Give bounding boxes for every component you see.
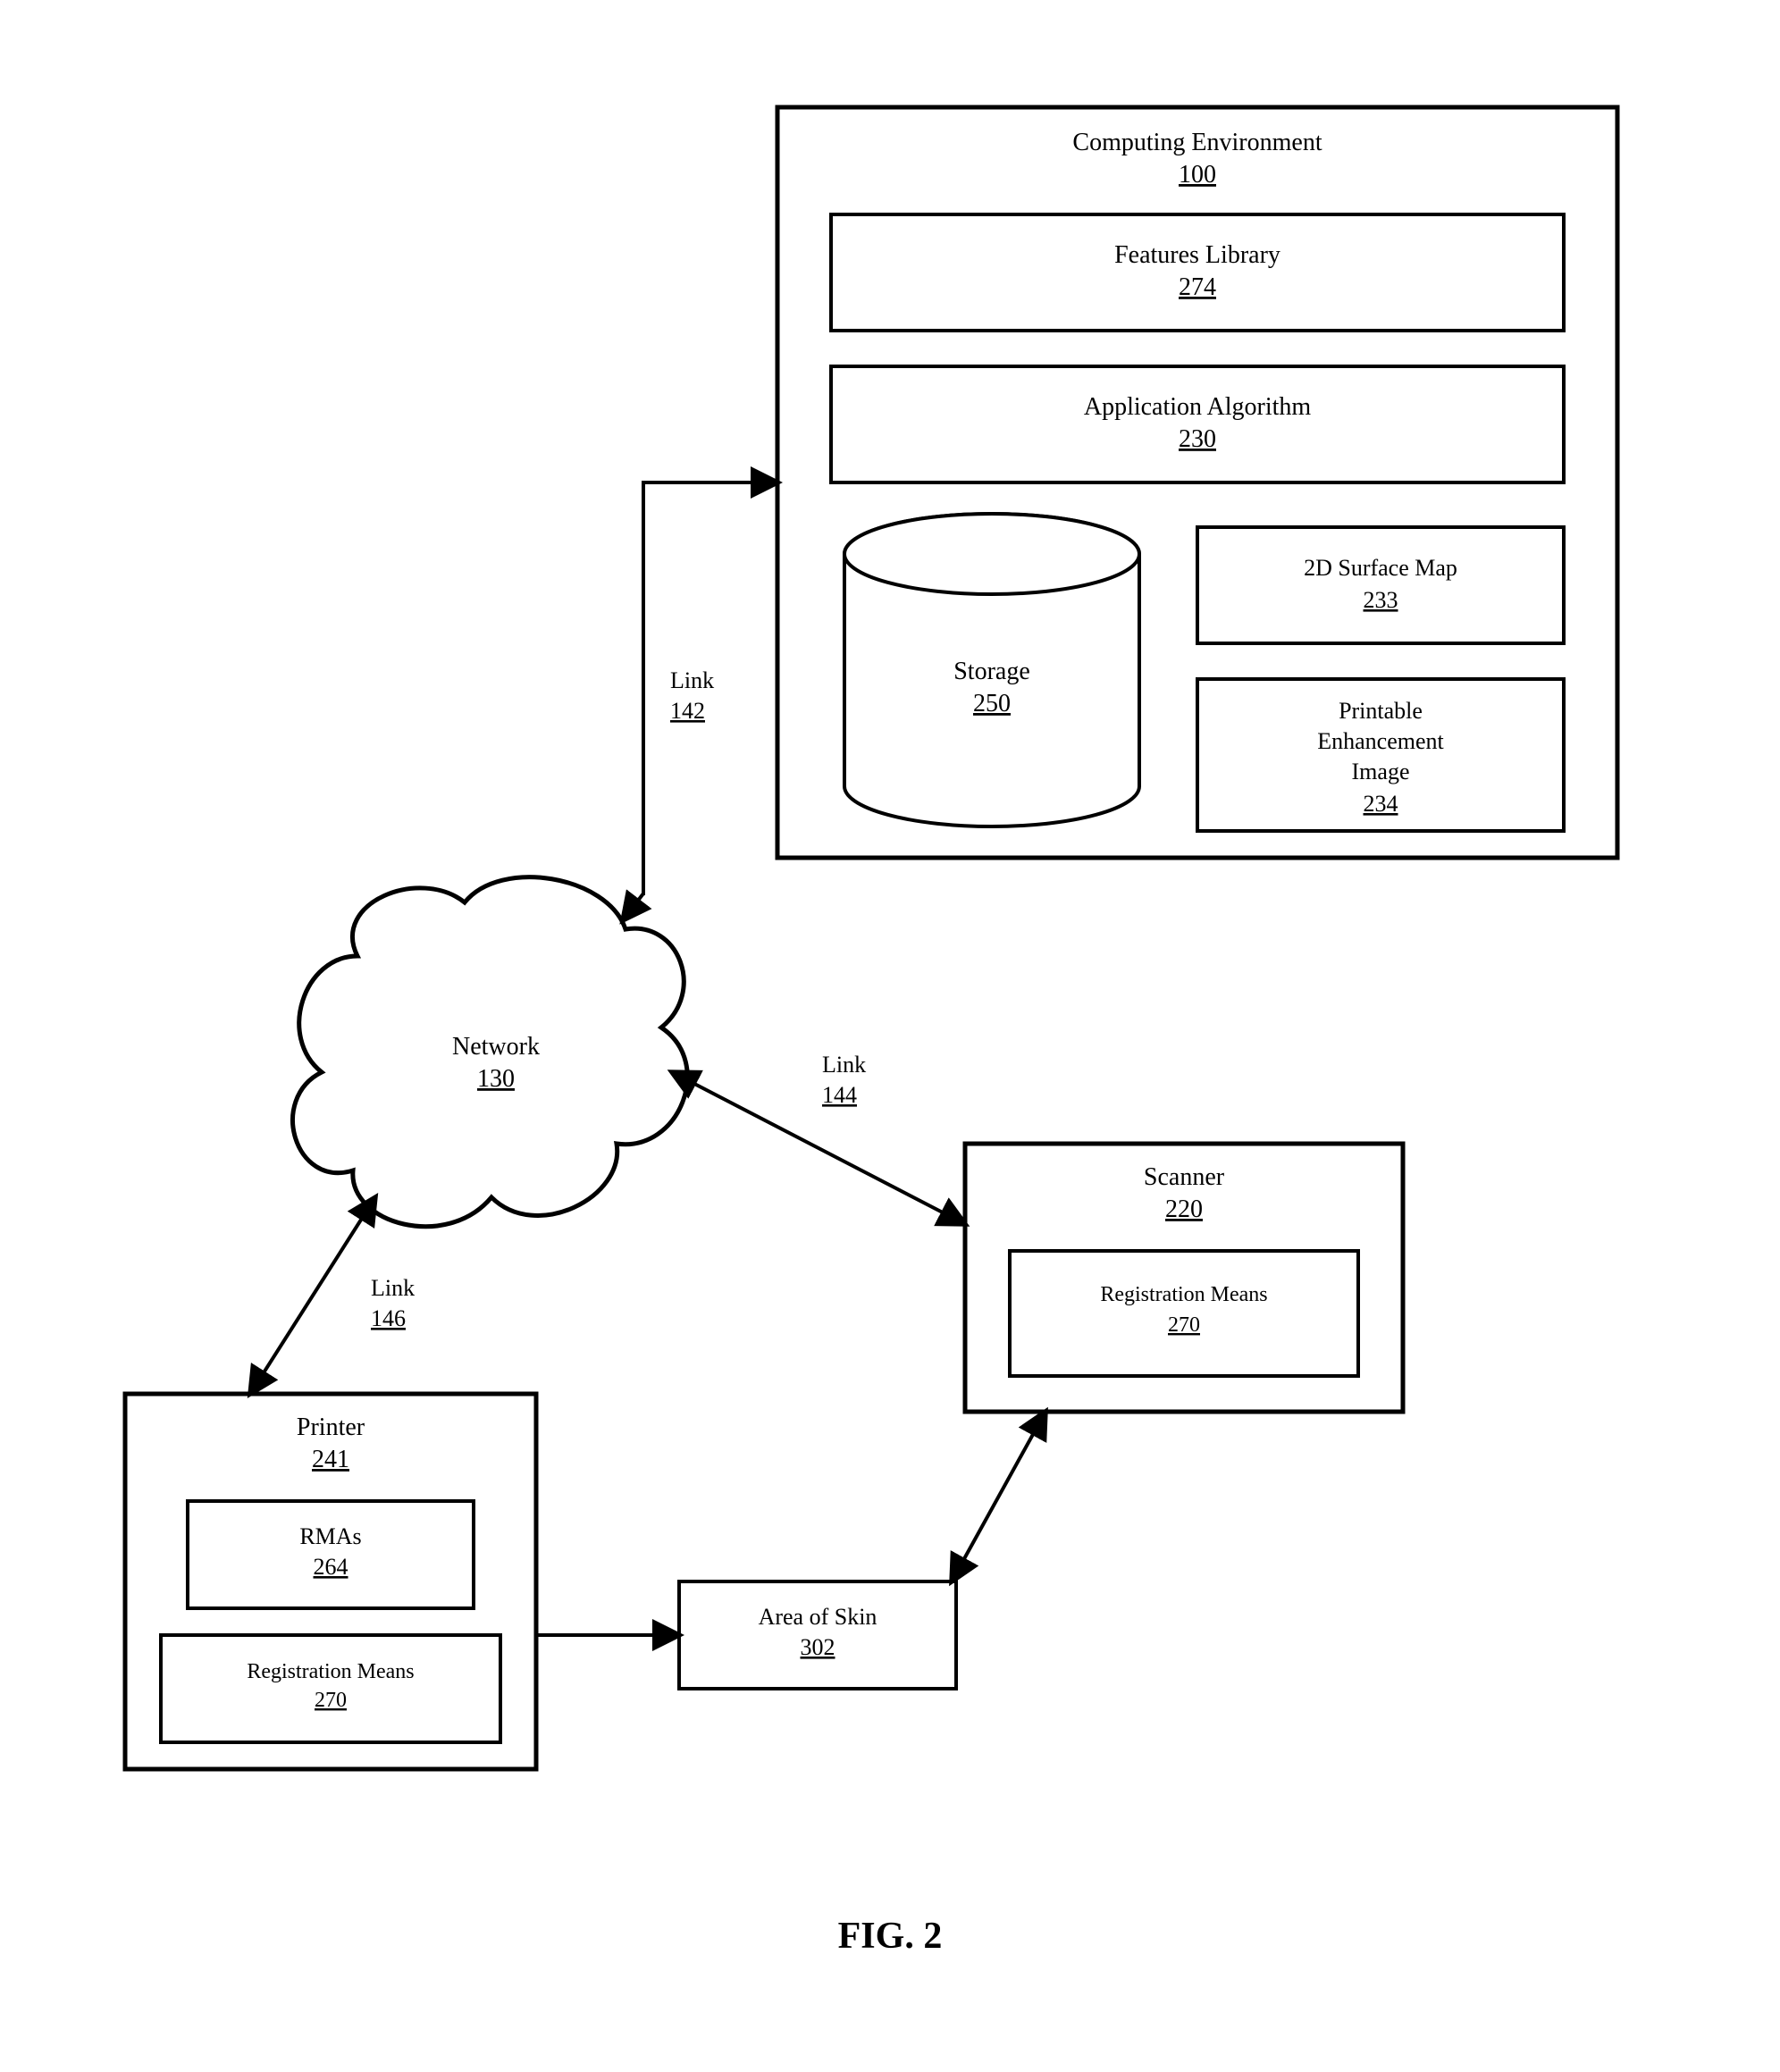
printable-image-label-2: Enhancement [1317, 728, 1444, 754]
printer-registration-label: Registration Means [247, 1660, 414, 1683]
storage-label: Storage [953, 658, 1030, 685]
scanner-label: Scanner [1144, 1163, 1225, 1191]
area-of-skin-box: Area of Skin 302 [679, 1581, 956, 1689]
network-ref: 130 [477, 1065, 515, 1093]
printer-label: Printer [297, 1413, 365, 1441]
scanner-ref: 220 [1165, 1195, 1203, 1223]
area-of-skin-label: Area of Skin [759, 1604, 877, 1630]
printer-box: Printer 241 RMAs 264 Registration Means … [125, 1394, 536, 1769]
network-label: Network [452, 1033, 540, 1061]
features-library-label: Features Library [1114, 241, 1280, 269]
scanner-to-skin-edge [952, 1412, 1045, 1581]
printable-image-ref: 234 [1364, 791, 1398, 817]
surface-map-ref: 233 [1364, 587, 1398, 613]
link-142-ref: 142 [670, 698, 705, 724]
computing-environment-ref: 100 [1179, 161, 1216, 189]
computing-environment-label: Computing Environment [1072, 129, 1322, 156]
link-146-edge: Link 146 [250, 1197, 415, 1394]
application-algorithm-ref: 230 [1179, 425, 1216, 453]
printable-image-label-3: Image [1352, 759, 1410, 784]
rmas-label: RMAs [299, 1523, 361, 1549]
features-library-box [831, 214, 1564, 331]
computing-environment-box: Computing Environment 100 Features Libra… [777, 107, 1617, 858]
link-146-ref: 146 [371, 1305, 406, 1331]
scanner-registration-label: Registration Means [1100, 1283, 1267, 1306]
printer-ref: 241 [312, 1446, 349, 1473]
link-142-edge: Link 142 [623, 482, 777, 920]
link-144-edge: Link 144 [672, 1052, 965, 1224]
figure-2-diagram: Computing Environment 100 Features Libra… [0, 0, 1780, 2072]
surface-map-label: 2D Surface Map [1304, 555, 1457, 581]
printable-image-label-1: Printable [1339, 698, 1423, 724]
network-cloud: Network 130 [293, 877, 688, 1227]
link-146-label: Link [371, 1275, 415, 1301]
area-of-skin-ref: 302 [801, 1634, 835, 1660]
link-142-label: Link [670, 667, 714, 693]
storage-ref: 250 [973, 690, 1011, 717]
scanner-registration-ref: 270 [1168, 1313, 1200, 1337]
printer-registration-ref: 270 [315, 1689, 347, 1712]
figure-caption: FIG. 2 [838, 1916, 943, 1957]
application-algorithm-label: Application Algorithm [1084, 393, 1312, 421]
surface-map-box [1197, 527, 1564, 643]
features-library-ref: 274 [1179, 273, 1216, 301]
scanner-box: Scanner 220 Registration Means 270 [965, 1144, 1403, 1412]
application-algorithm-box [831, 366, 1564, 482]
storage-cylinder: Storage 250 [844, 514, 1139, 826]
rmas-ref: 264 [314, 1554, 348, 1580]
link-144-ref: 144 [822, 1082, 857, 1108]
link-144-label: Link [822, 1052, 866, 1078]
